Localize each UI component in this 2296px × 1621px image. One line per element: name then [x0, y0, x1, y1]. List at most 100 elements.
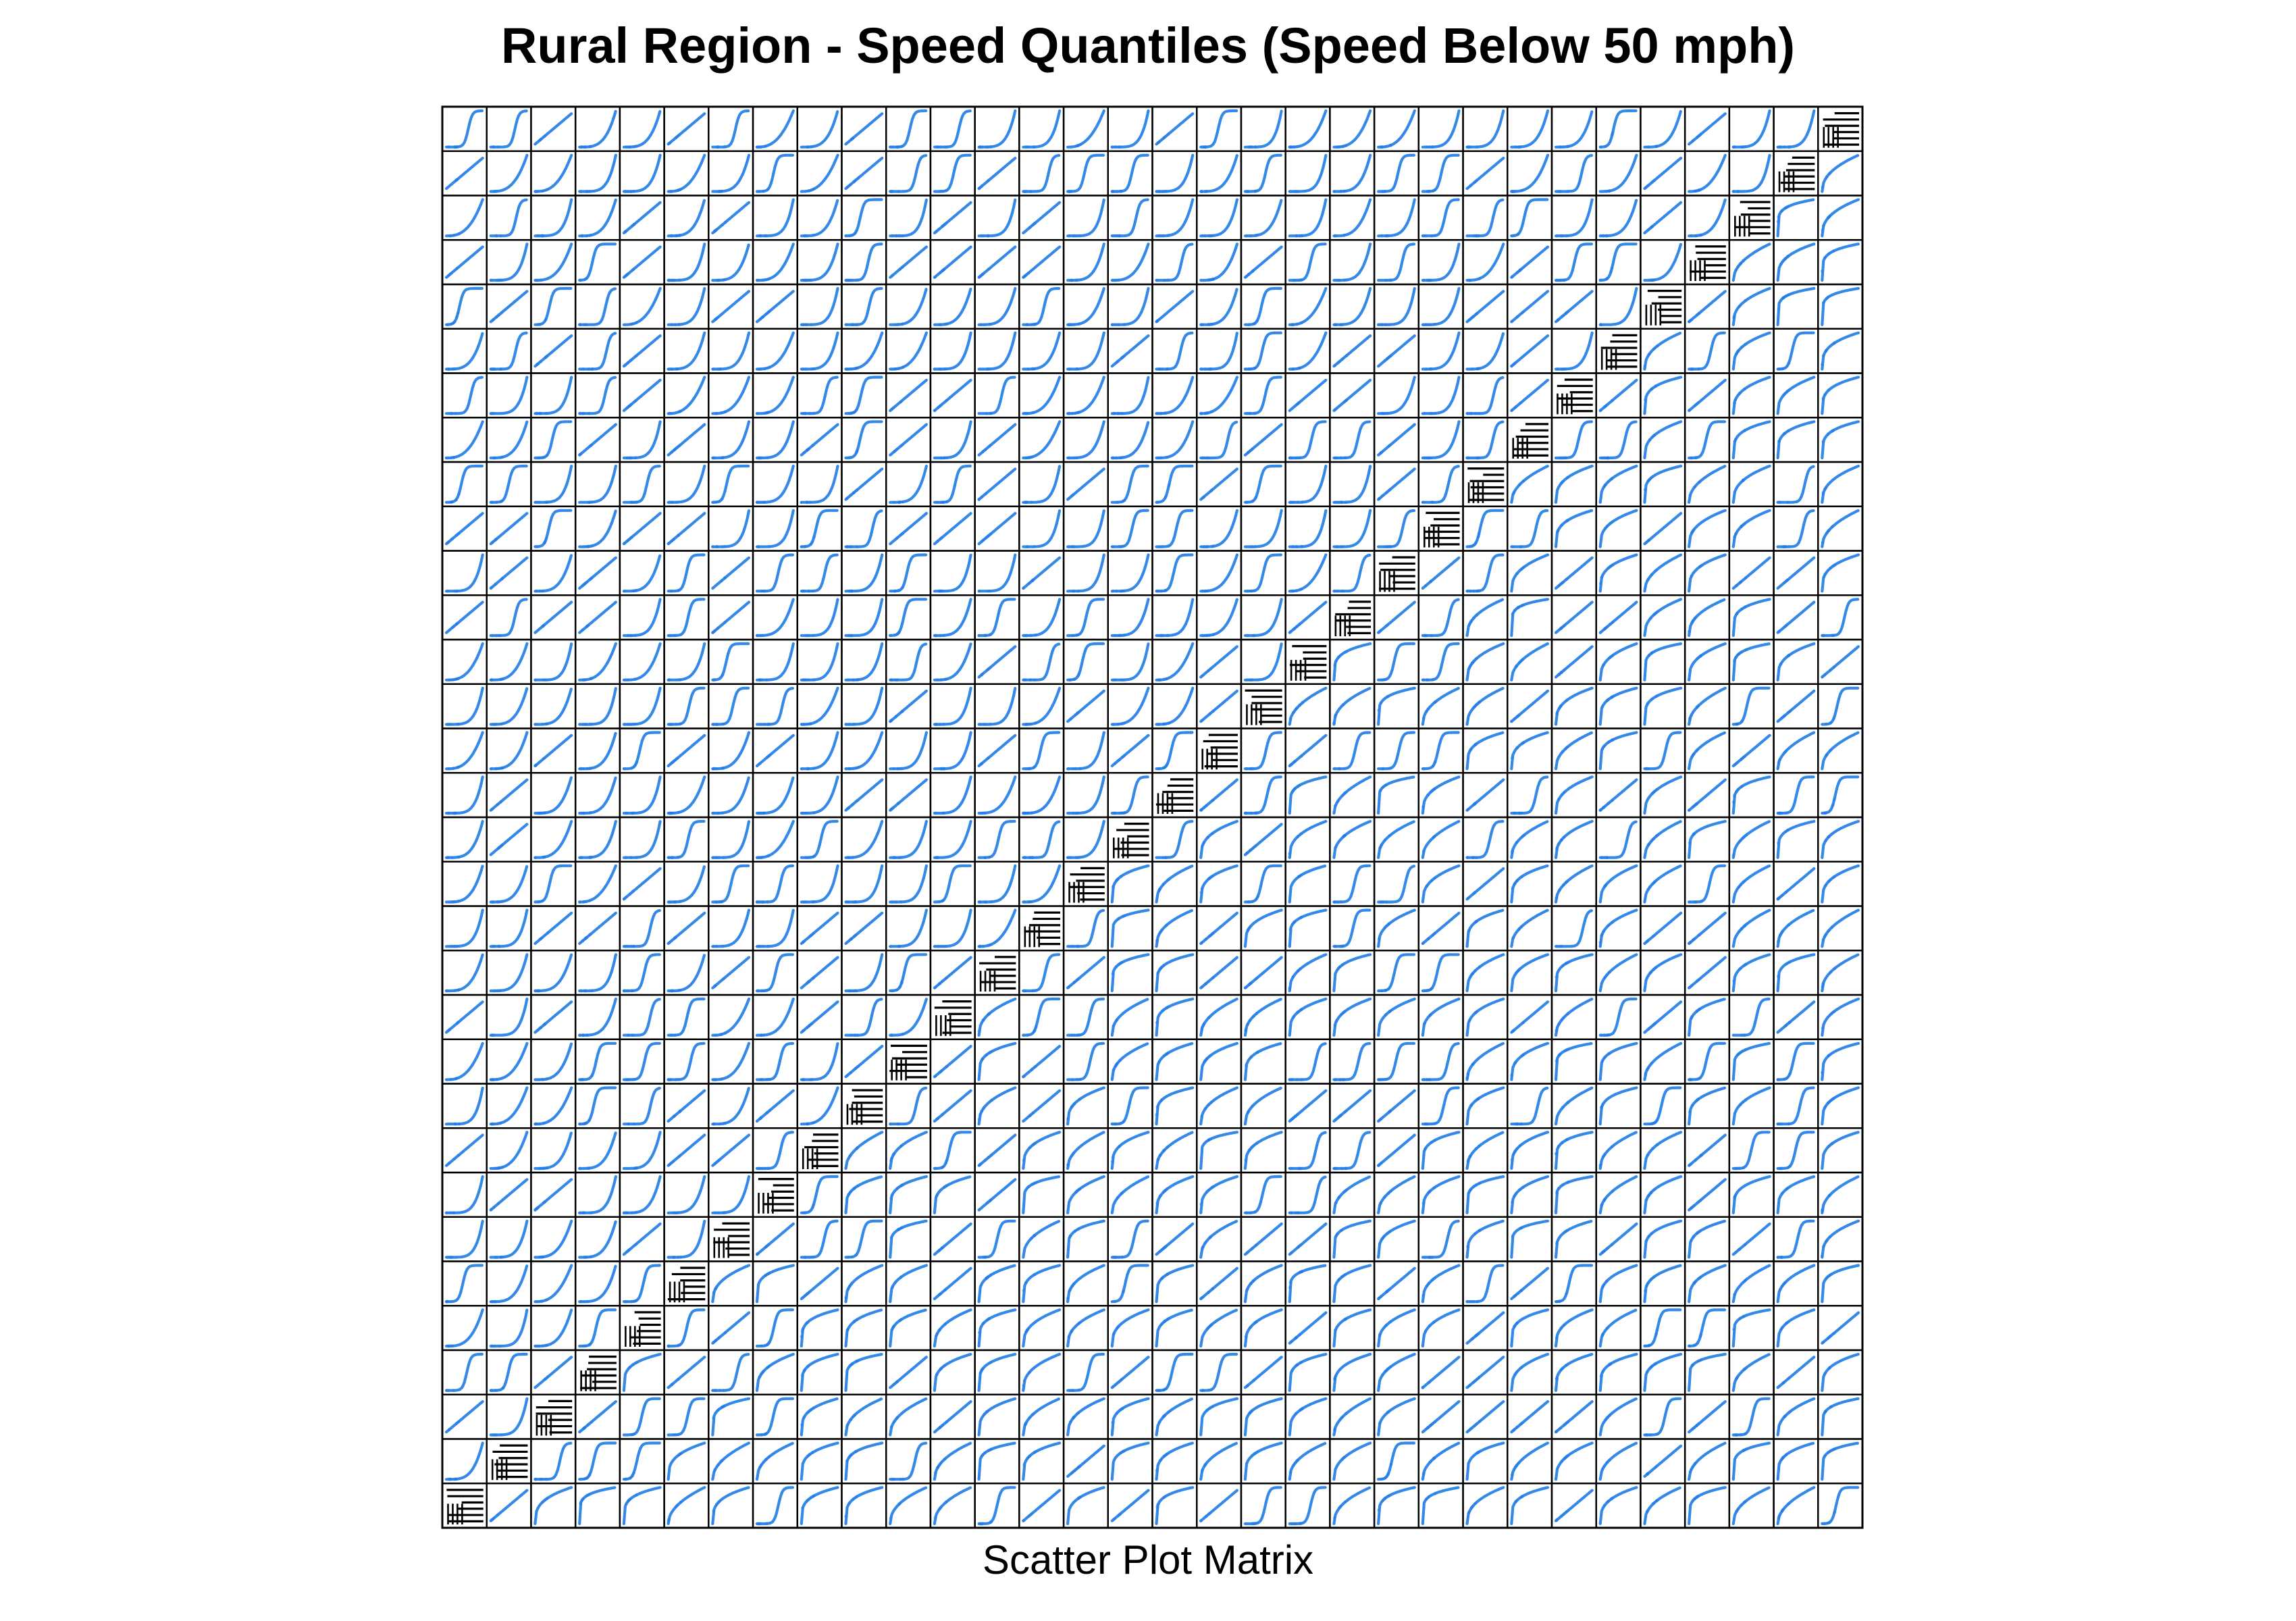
matrix-panel: [619, 905, 665, 952]
scatter-points: [755, 734, 795, 768]
panel-border: [1462, 372, 1509, 419]
matrix-panel: [1062, 372, 1109, 419]
scatter-point: [1601, 234, 1605, 238]
scatter-point: [1555, 944, 1559, 948]
scatter-point: [1783, 257, 1788, 261]
scatter-point: [588, 856, 592, 859]
panel-border: [1728, 461, 1775, 507]
matrix-panel: [841, 594, 887, 641]
matrix-panel: [1507, 860, 1553, 907]
matrix-panel: [1240, 417, 1286, 463]
scatter-point: [850, 233, 854, 237]
scatter-points: [622, 109, 662, 149]
scatter-point: [1289, 190, 1293, 193]
scatter-point: [1114, 145, 1117, 149]
scatter-point: [1167, 484, 1171, 487]
scatter-point: [712, 367, 716, 371]
scatter-points: [1688, 420, 1727, 460]
panel-border: [1595, 905, 1642, 952]
matrix-panel: [1507, 150, 1553, 197]
scatter-point: [1740, 785, 1744, 788]
scatter-point: [891, 367, 895, 371]
scatter-points: [1377, 423, 1416, 457]
scatter-points: [1821, 686, 1860, 726]
scatter-point: [579, 278, 583, 282]
scatter-point: [1069, 278, 1073, 282]
matrix-panel: [1595, 772, 1642, 819]
scatter-point: [1111, 972, 1115, 976]
scatter-point: [767, 310, 771, 313]
matrix-panel: [1018, 195, 1065, 241]
matrix-panel: [1817, 860, 1864, 907]
scatter-point: [1743, 963, 1746, 967]
scatter-points: [1731, 509, 1771, 548]
matrix-panel: [1640, 283, 1686, 330]
scatter-point: [989, 943, 993, 947]
scatter-point: [1735, 722, 1739, 726]
matrix-panel: [974, 372, 1020, 419]
scatter-point: [1517, 605, 1521, 609]
panel-border: [929, 461, 976, 507]
scatter-point: [1783, 206, 1787, 210]
matrix-panel: [1107, 239, 1153, 286]
scatter-points: [711, 775, 751, 815]
panel-border: [752, 150, 798, 197]
scatter-point: [536, 234, 540, 238]
scatter-point: [1513, 190, 1517, 193]
scatter-point: [1690, 621, 1694, 625]
scatter-point: [1251, 499, 1255, 503]
scatter-point: [897, 500, 902, 504]
scatter-points: [800, 731, 839, 771]
scatter-point: [1299, 278, 1303, 282]
matrix-panel: [1329, 816, 1376, 863]
scatter-point: [811, 589, 815, 593]
scatter-point: [989, 411, 993, 415]
scatter-point: [493, 190, 497, 193]
scatter-points: [844, 998, 884, 1037]
matrix-panel: [1507, 638, 1553, 685]
scatter-point: [1781, 296, 1785, 300]
scatter-points: [755, 598, 795, 638]
scatter-point: [721, 223, 725, 227]
scatter-point: [712, 456, 716, 460]
scatter-point: [800, 723, 804, 726]
scatter-point: [1336, 145, 1340, 149]
matrix-panel: [619, 638, 665, 685]
scatter-point: [1389, 544, 1393, 548]
scatter-point: [1513, 361, 1517, 365]
scatter-point: [901, 500, 905, 504]
scatter-point: [721, 811, 725, 815]
scatter-point: [1123, 811, 1126, 815]
scatter-point: [986, 234, 990, 238]
scatter-points: [533, 376, 573, 415]
scatter-point: [1288, 630, 1293, 634]
panel-border: [1329, 461, 1376, 507]
scatter-points: [444, 331, 484, 371]
scatter-points: [711, 509, 751, 548]
matrix-panel: [663, 905, 710, 952]
scatter-point: [1253, 411, 1257, 415]
scatter-point: [1695, 705, 1699, 709]
scatter-point: [579, 856, 583, 860]
scatter-point: [1162, 964, 1166, 967]
scatter-point: [1698, 933, 1702, 937]
scatter-point: [500, 900, 504, 904]
matrix-panel: [663, 994, 710, 1040]
scatter-points: [533, 642, 573, 681]
matrix-panel: [441, 683, 488, 729]
matrix-panel: [574, 239, 621, 286]
scatter-point: [1781, 296, 1785, 300]
scatter-point: [581, 628, 585, 632]
scatter-point: [1163, 135, 1167, 139]
scatter-points: [1776, 465, 1816, 504]
matrix-panel: [929, 638, 976, 685]
scatter-points: [1155, 290, 1195, 324]
matrix-panel: [1018, 461, 1065, 507]
scatter-point: [721, 278, 725, 282]
scatter-point: [1786, 711, 1790, 715]
scatter-point: [1692, 937, 1696, 941]
panel-border: [1062, 505, 1109, 552]
scatter-point: [1738, 967, 1742, 971]
scatter-point: [1345, 398, 1348, 403]
matrix-panel: [1684, 105, 1731, 152]
